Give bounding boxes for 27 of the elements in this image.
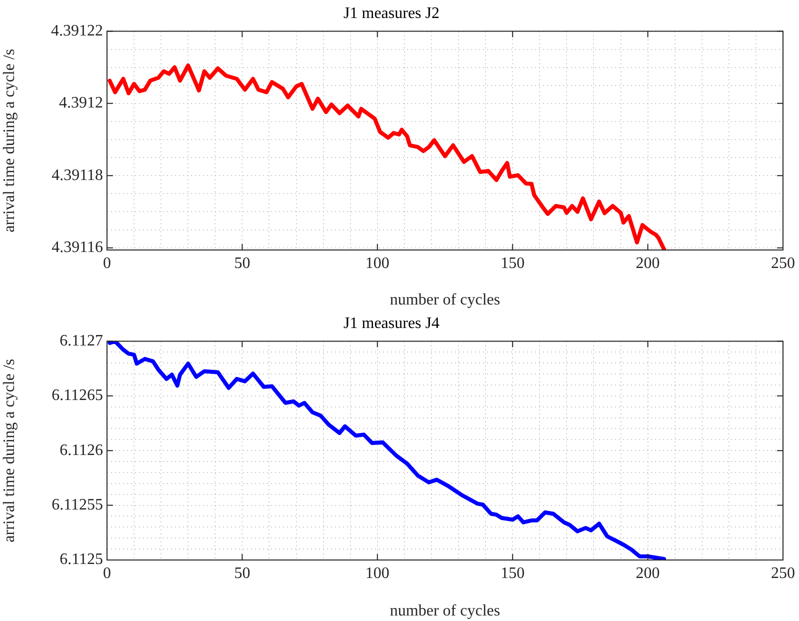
y-axis-title: arrival time during a cycle /s <box>0 358 18 542</box>
x-axis-title: number of cycles <box>390 602 500 620</box>
x-tick-label: 100 <box>365 254 390 272</box>
x-axis-title: number of cycles <box>390 292 500 309</box>
y-tick-label: 4.39116 <box>52 239 103 256</box>
x-tick-label: 250 <box>771 254 795 272</box>
x-tick-label: 200 <box>636 564 660 582</box>
y-tick-label: 4.39122 <box>51 22 103 40</box>
y-axis-title: arrival time during a cycle /s <box>0 48 18 232</box>
chart-title: J1 measures J4 <box>344 314 440 332</box>
x-tick-label: 150 <box>500 254 525 272</box>
x-tick-label: 50 <box>234 564 250 582</box>
x-tick-label: 50 <box>234 254 250 272</box>
y-tick-label: 6.1125 <box>60 551 103 568</box>
x-tick-label: 250 <box>771 564 795 582</box>
x-tick-label: 0 <box>103 254 111 272</box>
x-tick-label: 0 <box>103 564 111 582</box>
chart-title: J1 measures J2 <box>344 4 440 22</box>
x-tick-label: 100 <box>365 564 390 582</box>
y-tick-label: 6.11255 <box>52 496 103 514</box>
y-tick-label: 4.3912 <box>59 94 103 112</box>
x-tick-label: 150 <box>500 564 525 582</box>
y-tick-label: 6.1126 <box>60 442 103 459</box>
y-tick-label: 6.1127 <box>60 332 103 350</box>
x-tick-label: 200 <box>636 254 660 272</box>
y-tick-label: 6.11265 <box>52 387 103 404</box>
y-tick-label: 4.39118 <box>52 166 103 184</box>
